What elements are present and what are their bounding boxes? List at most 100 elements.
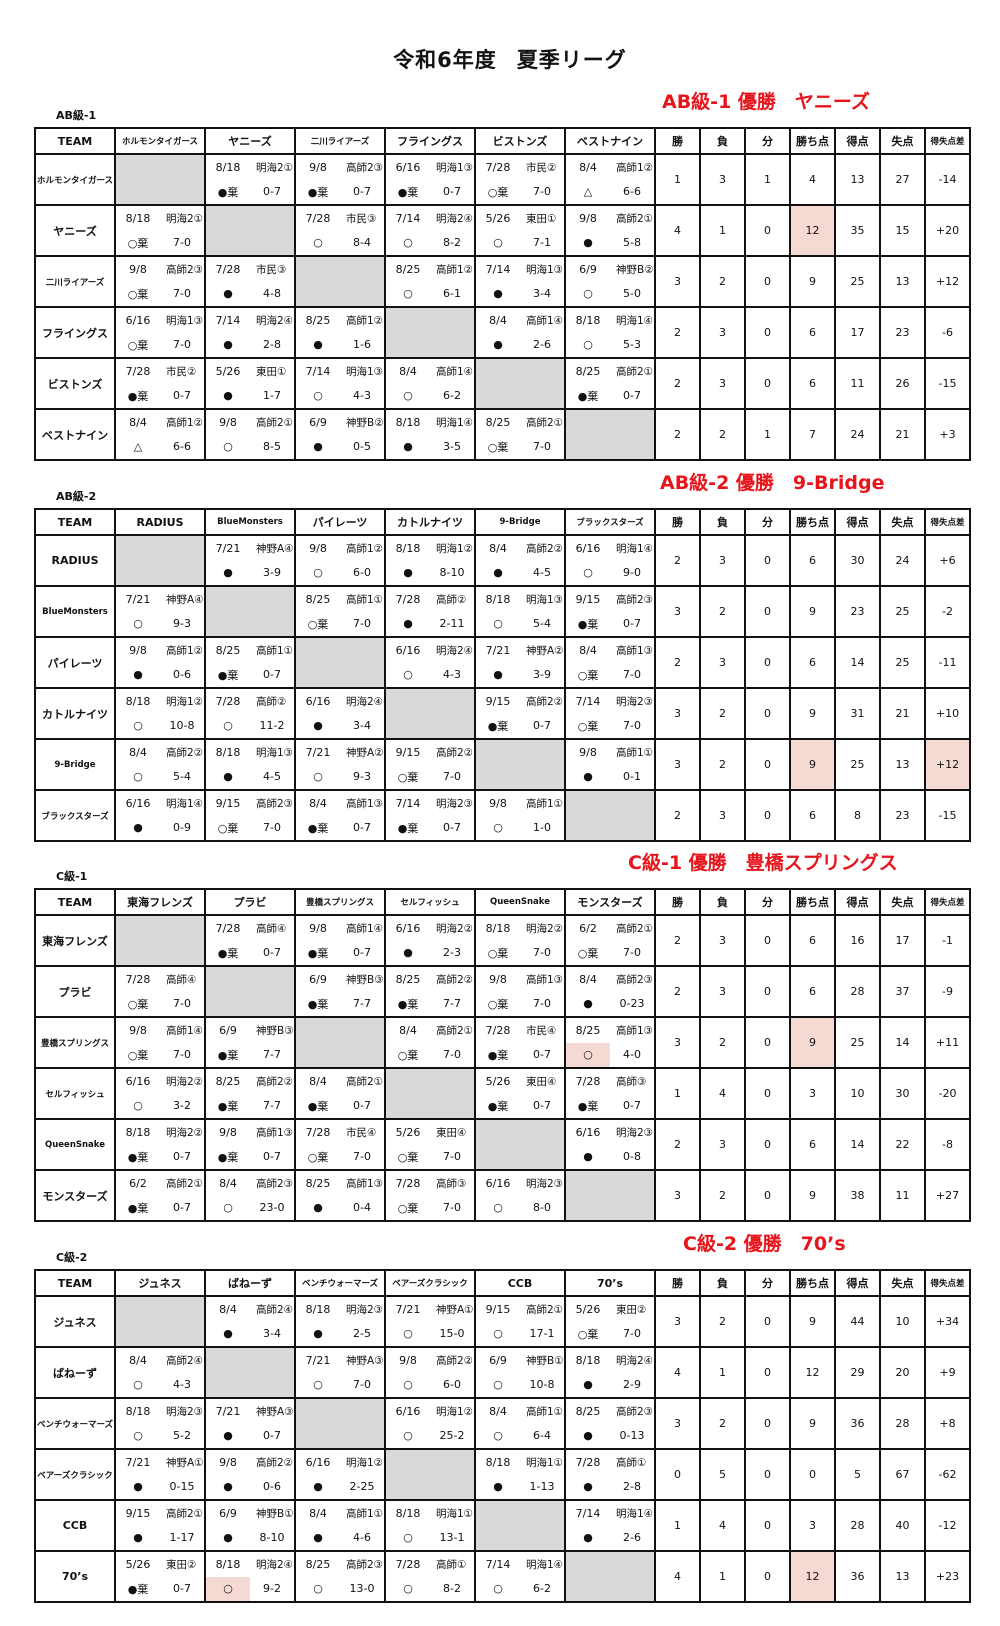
match-cell: 8/4 高師2② ● 4-5: [474, 534, 566, 587]
match-score: 8-2: [443, 1582, 461, 1595]
match-date: 6/16: [575, 542, 601, 555]
match-score: 6-6: [623, 185, 641, 198]
match-result: 5/26 東田② ○棄 7-0: [567, 1298, 653, 1345]
match-result: 8/25 高師1② ● 1-6: [297, 309, 383, 356]
match-cell: 7/28 市民③ ● 4-8: [204, 255, 296, 308]
stat-draws: 0: [744, 1448, 791, 1501]
match-cell: 5/26 東田④ ○棄 7-0: [384, 1118, 476, 1171]
match-date: 9/8: [219, 416, 237, 429]
match-score: 0-5: [353, 440, 371, 453]
match-score: 0-7: [353, 185, 371, 198]
header-opponent: セルフィッシュ: [384, 888, 476, 916]
match-date: 6/16: [485, 1177, 511, 1190]
match-date: 8/25: [305, 1177, 331, 1190]
table-row: 9-Bridge 8/4 高師2② ○ 5-4 8/18 明海1③ ● 4-5 7/21 神野A② ○…: [34, 738, 971, 791]
match-cell: 7/14 明海2④ ● 2-8: [204, 306, 296, 359]
stat-goals-against: 22: [879, 1118, 926, 1171]
result-mark: ○: [313, 236, 323, 249]
match-date: 6/9: [489, 1354, 507, 1367]
result-mark: ○棄: [307, 1150, 329, 1164]
match-result: 8/4 高師1④ ● 2-6: [477, 309, 563, 356]
match-venue: 神野A②: [526, 645, 564, 657]
table-row: カトルナイツ 8/18 明海1② ○ 10-8 7/28 高師② ○ 11-2 6/16 明海2④ ●…: [34, 687, 971, 740]
result-mark: ●: [403, 440, 413, 453]
result-mark: ○: [567, 1042, 610, 1066]
result-mark: ●棄: [397, 821, 419, 835]
match-venue: 明海2②: [526, 923, 564, 935]
table-row: モンスターズ 6/2 高師2① ●棄 0-7 8/4 高師2③ ○ 23-0 8/25 高師1③ ● 0…: [34, 1169, 971, 1222]
self-match-cell: [564, 1550, 656, 1603]
self-match-cell: [204, 1346, 296, 1399]
team-name: セルフィッシュ: [34, 1067, 116, 1120]
team-name: BlueMonsters: [34, 585, 116, 638]
stat-wins: 4: [654, 204, 701, 257]
match-date: 8/4: [579, 973, 597, 986]
stat-goals-for: 44: [834, 1295, 881, 1348]
match-cell: 8/18 明海1③ ● 4-5: [204, 738, 296, 791]
match-result: 8/4 高師2③ ○ 23-0: [207, 1172, 293, 1219]
result-mark: △: [133, 440, 143, 453]
stat-goal-diff: -9: [924, 965, 971, 1018]
table-row: プラビ 7/28 高師④ ○棄 7-0 6/9 神野B③ ●棄 7-7 8/25 高師2② ●棄 7-7…: [34, 965, 971, 1018]
header-opponent: ホルモンタイガース: [114, 127, 206, 155]
match-venue: 明海2①: [166, 213, 204, 225]
match-cell: 8/4 高師2④ ● 3-4: [204, 1295, 296, 1348]
match-score: 0-9: [173, 821, 191, 834]
match-date: 8/18: [125, 695, 151, 708]
match-venue: 神野A②: [346, 747, 384, 759]
match-result: 8/4 高師1② △ 6-6: [567, 156, 653, 203]
match-cell: 9/8 高師2① ○ 8-5: [204, 408, 296, 461]
header-opponent: プラビ: [204, 888, 296, 916]
match-date: 7/28: [305, 212, 331, 225]
match-result: 7/28 高師① ○ 8-2: [387, 1553, 473, 1600]
match-cell: 8/4 高師2① ●棄 0-7: [294, 1067, 386, 1120]
header-opponent: 二川ライアーズ: [294, 127, 386, 155]
match-result: 9/8 高師1① ● 0-1: [567, 741, 653, 788]
stat-goals-for: 25: [834, 255, 881, 308]
stat-draws: 0: [744, 1397, 791, 1450]
match-result: 8/18 明海2① ○棄 7-0: [117, 207, 204, 254]
match-score: 4-5: [263, 770, 281, 783]
match-result: 7/28 高師④ ○棄 7-0: [117, 968, 203, 1015]
match-score: 5-8: [623, 236, 641, 249]
match-score: 17-1: [529, 1327, 555, 1340]
match-date: 8/18: [395, 416, 421, 429]
match-score: 0-7: [263, 1150, 281, 1163]
stat-goals-against: 24: [879, 534, 926, 587]
match-venue: 神野A③: [256, 1406, 294, 1418]
match-venue: 明海2②: [436, 923, 474, 935]
match-venue: 高師2③: [616, 1406, 654, 1418]
match-score: 3-4: [263, 1327, 281, 1340]
stat-points: 9: [789, 1295, 836, 1348]
match-score: 7-0: [173, 287, 191, 300]
stat-losses: 3: [699, 306, 746, 359]
match-score: 7-0: [173, 997, 191, 1010]
match-date: 9/15: [215, 797, 241, 810]
result-mark: ○: [313, 1378, 323, 1391]
match-cell: 8/25 高師2② ●棄 7-7: [204, 1067, 296, 1120]
match-venue: 明海1②: [436, 1406, 474, 1418]
match-date: 7/28: [395, 1558, 421, 1571]
result-mark: ○棄: [577, 668, 599, 682]
match-venue: 明海2②: [166, 1127, 204, 1139]
match-venue: 高師④: [166, 974, 197, 986]
stat-goal-diff: -1: [924, 914, 971, 967]
match-date: 5/26: [575, 1303, 601, 1316]
match-result: 8/4 高師2③ ● 0-23: [567, 968, 653, 1015]
stat-goals-against: 37: [879, 965, 926, 1018]
result-mark: ○: [403, 1378, 413, 1391]
match-cell: 9/8 高師1② ○ 6-0: [294, 534, 386, 587]
result-mark: ●棄: [307, 185, 329, 199]
match-date: 8/4: [399, 1024, 417, 1037]
header-opponent: ヤニーズ: [204, 127, 296, 155]
match-venue: 明海1③: [526, 264, 564, 276]
match-venue: 高師1①: [526, 1406, 564, 1418]
match-cell: 7/28 市民④ ○棄 7-0: [294, 1118, 386, 1171]
result-mark: ○棄: [217, 821, 239, 835]
match-score: 2-8: [263, 338, 281, 351]
match-cell: 6/16 明海1③ ●棄 0-7: [384, 153, 476, 206]
match-cell: 7/28 高師④ ●棄 0-7: [204, 914, 296, 967]
result-mark: ○: [493, 1327, 503, 1340]
match-score: 5-4: [533, 617, 551, 630]
match-date: 6/9: [579, 263, 597, 276]
